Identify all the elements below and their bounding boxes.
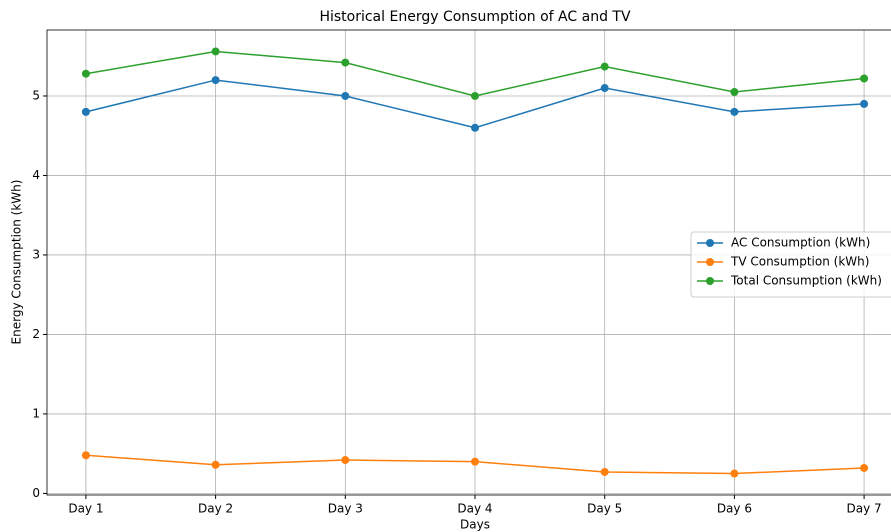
data-point [81,451,90,460]
x-tick-label: Day 5 [587,502,622,516]
x-tick-label: Day 1 [68,502,103,516]
data-point [471,123,479,132]
data-point [81,107,90,116]
y-tick-label: 4 [32,168,40,182]
y-tick-label: 5 [32,88,40,102]
legend-marker [706,239,714,247]
x-tick-label: Day 3 [328,502,363,516]
legend-box [690,231,891,298]
data-point [860,463,869,472]
y-tick-label: 0 [32,486,40,500]
legend-marker [706,277,714,285]
data-point [600,84,609,93]
data-point [471,91,479,100]
data-point [81,69,90,78]
data-point [211,460,220,469]
legend-marker [706,258,714,266]
data-point [341,58,350,67]
plot-frame [46,29,891,496]
data-point [211,76,220,85]
data-point [860,74,869,83]
data-point [600,467,609,476]
data-point [730,107,739,116]
legend-label: Total Consumption (kWh) [730,274,882,288]
x-tick-label: Day 7 [847,502,882,516]
y-tick-label: 2 [32,327,40,341]
x-tick-label: Day 6 [717,502,752,516]
legend-label: TV Consumption (kWh) [730,255,869,269]
legend-label: AC Consumption (kWh) [731,236,870,250]
data-point [730,469,739,478]
data-point [600,62,609,71]
data-point [471,457,479,466]
chart-title: Historical Energy Consumption of AC and … [319,9,631,25]
y-tick-label: 1 [32,406,40,420]
legend: AC Consumption (kWh) TV Consumption (kWh)… [690,231,891,298]
data-point [341,91,350,100]
y-axis-label: Energy Consumption (kWh) [10,180,24,345]
y-tick-label: 3 [32,247,40,261]
x-tick-label: Day 2 [198,502,233,516]
x-axis-label: Days [460,518,490,532]
data-point [211,47,220,56]
data-point [341,456,350,465]
data-point [860,99,869,108]
data-point [730,88,739,96]
x-tick-label: Day 4 [457,502,492,516]
